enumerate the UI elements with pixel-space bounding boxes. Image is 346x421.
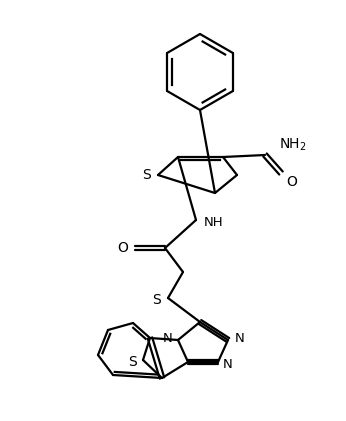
Text: N: N — [235, 331, 245, 344]
Text: NH: NH — [204, 216, 224, 229]
Text: N: N — [223, 359, 233, 371]
Text: S: S — [128, 355, 137, 369]
Text: O: O — [117, 241, 128, 255]
Text: O: O — [286, 175, 297, 189]
Text: N: N — [163, 331, 173, 344]
Text: S: S — [142, 168, 151, 182]
Text: S: S — [152, 293, 161, 307]
Text: NH$_2$: NH$_2$ — [279, 137, 307, 153]
